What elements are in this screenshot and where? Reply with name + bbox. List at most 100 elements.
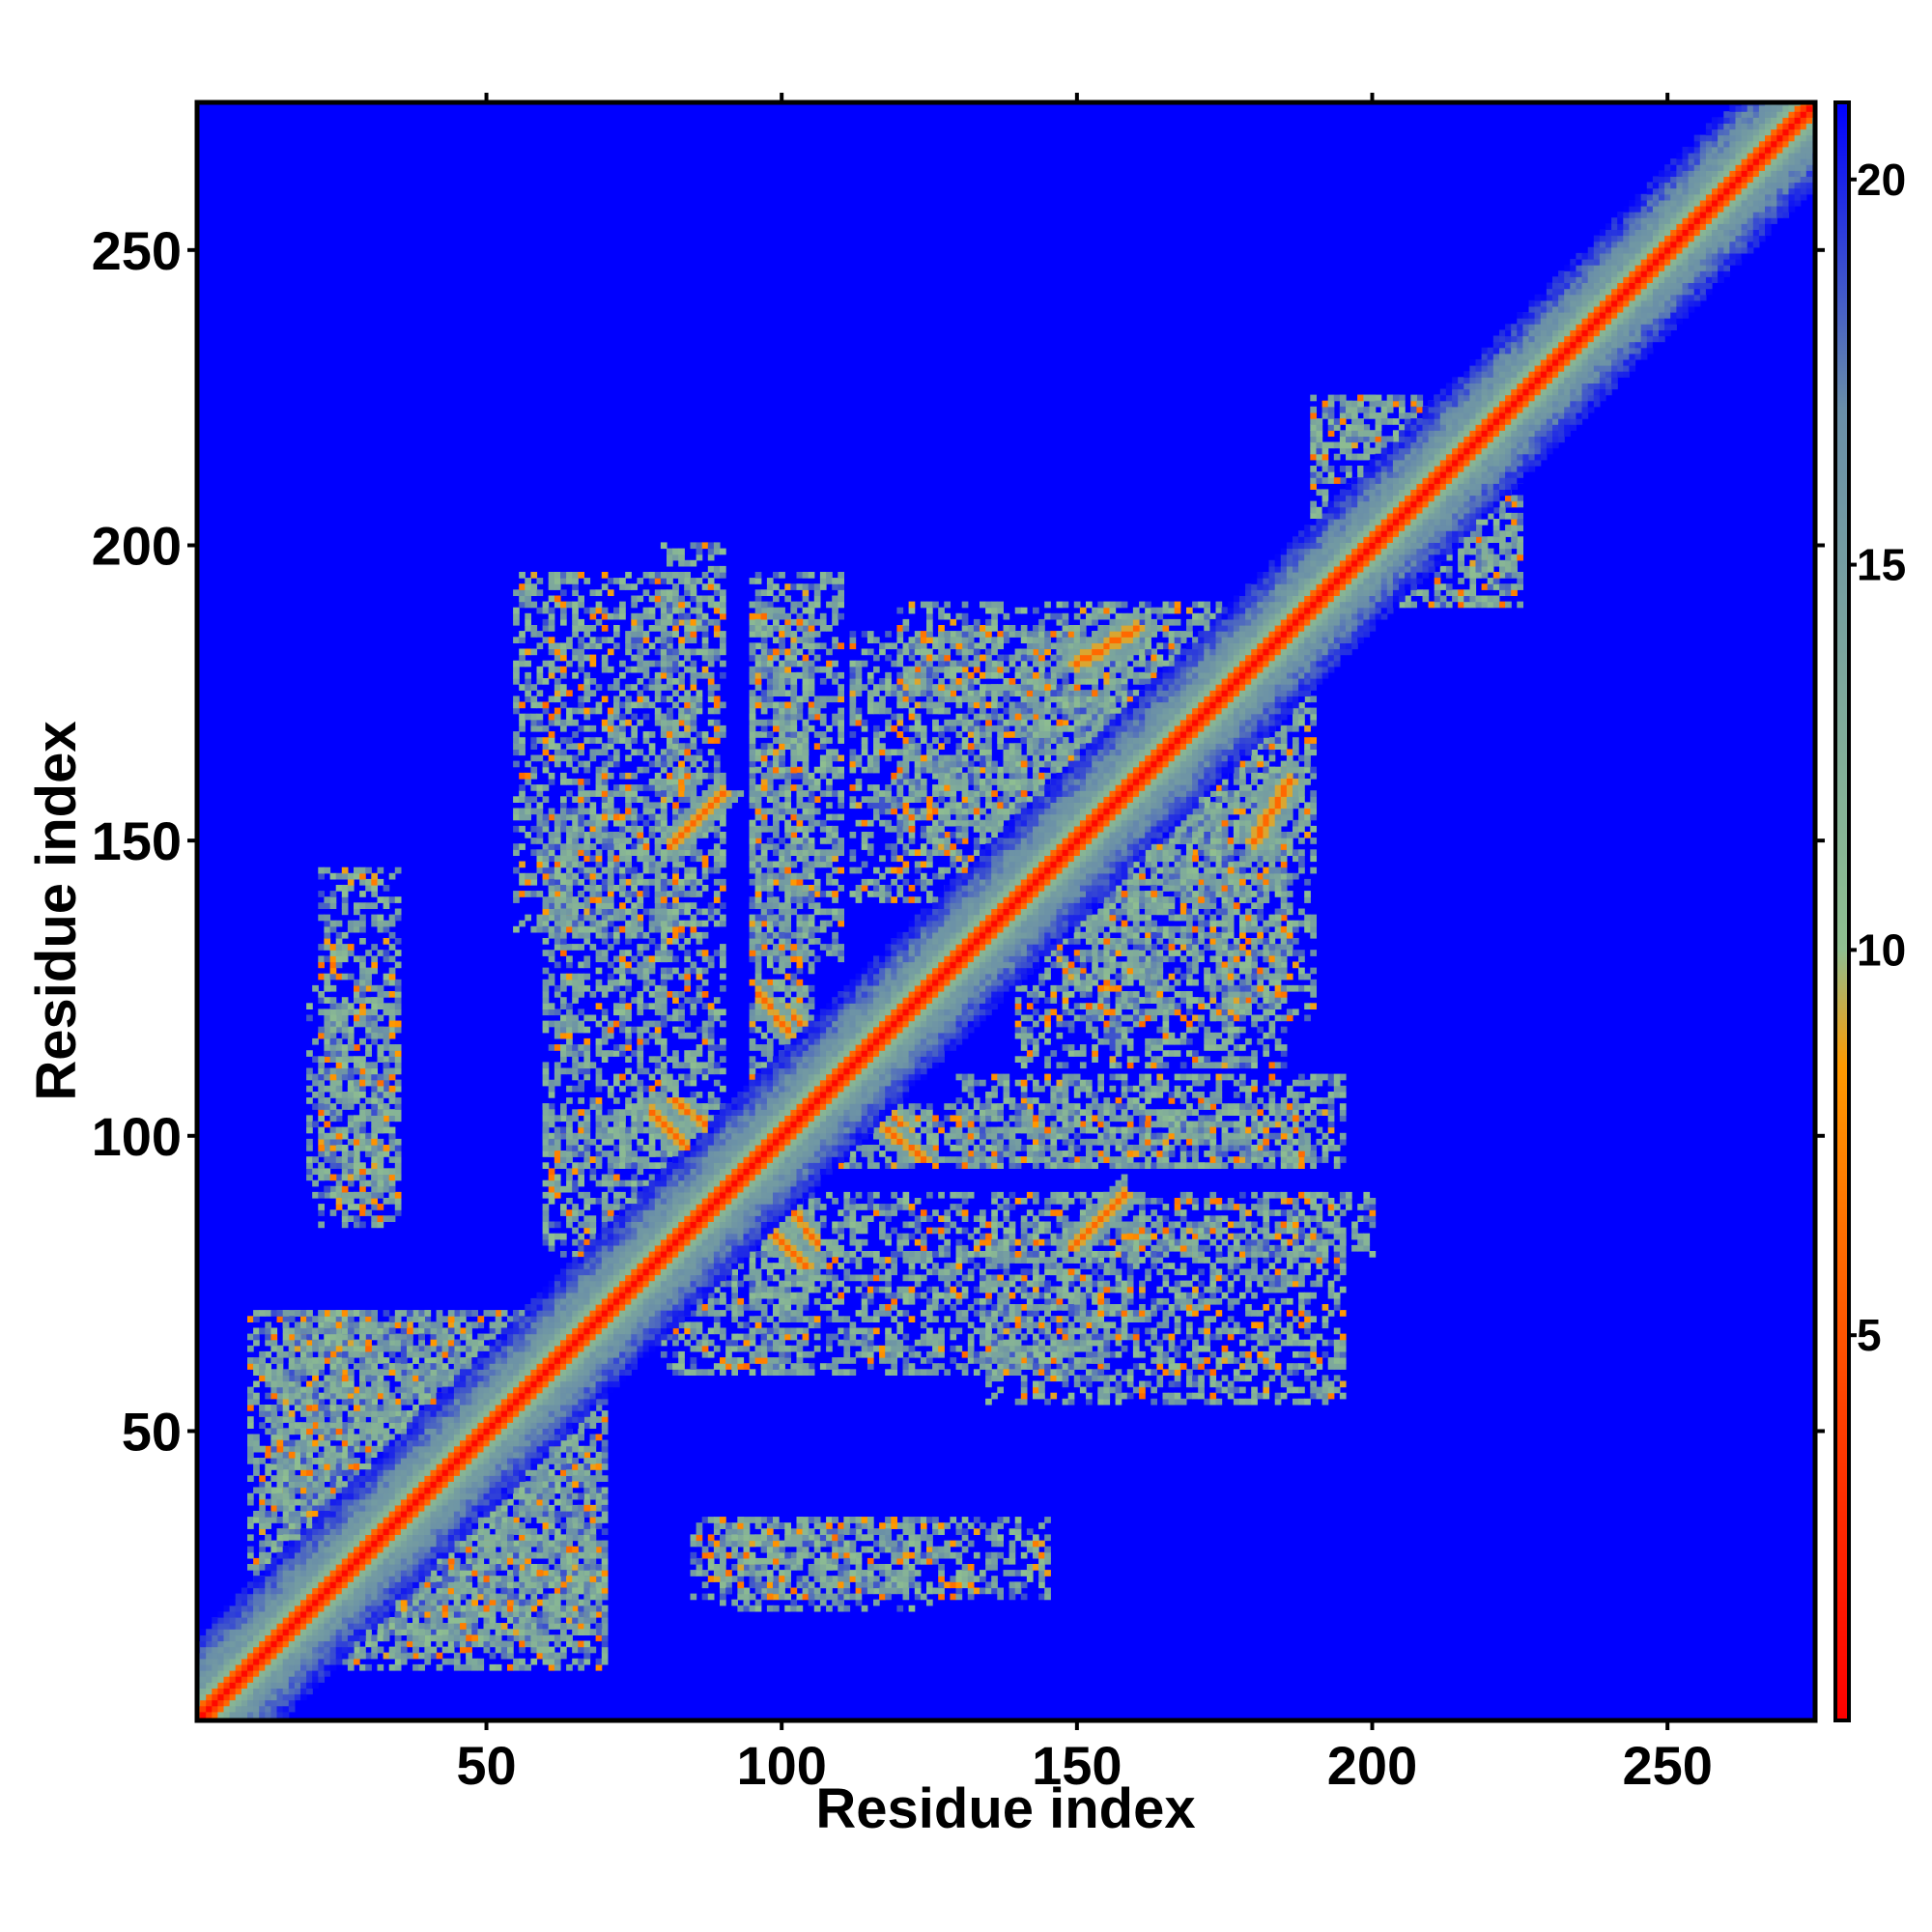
heatmap-cell xyxy=(589,1439,597,1447)
heatmap-cell xyxy=(371,1428,378,1435)
heatmap-cell xyxy=(247,1386,254,1394)
heatmap-cell xyxy=(536,1564,544,1571)
heatmap-cell xyxy=(270,1511,278,1518)
heatmap-cell xyxy=(347,1357,355,1364)
heatmap-cell xyxy=(407,1316,413,1322)
heatmap-cell xyxy=(489,1517,497,1523)
heatmap-cell xyxy=(453,1363,461,1370)
heatmap-cell xyxy=(306,1339,313,1347)
heatmap-cell xyxy=(329,1392,337,1400)
heatmap-cell xyxy=(483,1623,491,1630)
heatmap-cell xyxy=(276,1363,284,1370)
heatmap-cell xyxy=(424,1392,432,1400)
heatmap-cell xyxy=(371,1380,378,1388)
heatmap-cell xyxy=(548,1511,555,1518)
heatmap-cell xyxy=(383,1434,390,1441)
heatmap-cell xyxy=(548,1451,555,1459)
heatmap-cell xyxy=(441,1605,449,1612)
heatmap-cell xyxy=(306,1487,313,1494)
heatmap-cell xyxy=(341,1369,349,1376)
heatmap-cell xyxy=(542,1463,550,1470)
heatmap-cell xyxy=(400,1640,408,1648)
heatmap-cell xyxy=(483,1593,491,1601)
heatmap-cell xyxy=(365,1458,372,1464)
heatmap-cell xyxy=(589,1528,597,1535)
heatmap-cell xyxy=(471,1345,478,1352)
heatmap-cell xyxy=(282,1504,290,1512)
heatmap-cell xyxy=(282,1481,290,1489)
heatmap-cell xyxy=(300,1333,307,1341)
heatmap-cell xyxy=(466,1350,472,1358)
heatmap-cell xyxy=(447,1617,455,1624)
heatmap-cell xyxy=(542,1646,550,1654)
heatmap-cell xyxy=(436,1610,443,1618)
heatmap-cell xyxy=(259,1405,266,1411)
heatmap-cell xyxy=(542,1551,550,1559)
heatmap-cell xyxy=(270,1434,278,1441)
heatmap-cell xyxy=(453,1310,461,1317)
heatmap-cell xyxy=(525,1551,531,1559)
heatmap-cell xyxy=(247,1492,254,1500)
heatmap-cell xyxy=(477,1540,485,1548)
heatmap-cell xyxy=(572,1522,579,1529)
heatmap-cell xyxy=(495,1593,502,1601)
heatmap-cell xyxy=(276,1534,284,1542)
heatmap-cell xyxy=(259,1528,266,1535)
heatmap-cell xyxy=(566,1439,573,1447)
heatmap-cell xyxy=(394,1629,402,1635)
heatmap-cell xyxy=(441,1327,449,1335)
heatmap-cell xyxy=(282,1492,290,1500)
heatmap-cell xyxy=(525,1617,531,1624)
heatmap-cell xyxy=(525,1481,531,1489)
heatmap-cell xyxy=(300,1363,307,1370)
heatmap-cell xyxy=(247,1451,254,1459)
heatmap-cell xyxy=(400,1428,408,1435)
heatmap-cell xyxy=(601,1540,609,1548)
heatmap-cell xyxy=(530,1634,538,1642)
heatmap-cell xyxy=(347,1369,355,1376)
heatmap-cell xyxy=(324,1475,331,1482)
heatmap-cell xyxy=(513,1316,520,1322)
heatmap-cell xyxy=(489,1570,497,1577)
heatmap-cell xyxy=(306,1434,313,1441)
heatmap-cell xyxy=(359,1405,366,1411)
heatmap-cell xyxy=(324,1487,331,1494)
heatmap-cell xyxy=(394,1605,402,1612)
heatmap-cell xyxy=(519,1546,526,1553)
heatmap-cell xyxy=(335,1475,343,1482)
heatmap-cell xyxy=(341,1316,349,1322)
heatmap-cell xyxy=(466,1652,472,1660)
heatmap-cell xyxy=(530,1646,538,1654)
heatmap-cell xyxy=(259,1375,266,1382)
heatmap-cell xyxy=(460,1357,467,1364)
heatmap-cell xyxy=(407,1593,413,1601)
heatmap-cell xyxy=(388,1392,396,1400)
heatmap-cell xyxy=(276,1469,284,1476)
heatmap-cell xyxy=(335,1392,343,1400)
heatmap-cell xyxy=(441,1623,449,1630)
heatmap-cell xyxy=(247,1357,254,1364)
heatmap-cell xyxy=(601,1422,609,1429)
heatmap-cell xyxy=(412,1640,419,1648)
heatmap-cell xyxy=(329,1369,337,1376)
heatmap-cell xyxy=(554,1475,561,1482)
heatmap-cell xyxy=(400,1310,408,1317)
heatmap-cell xyxy=(371,1451,378,1459)
heatmap-cell xyxy=(300,1463,307,1470)
heatmap-cell xyxy=(525,1564,531,1571)
heatmap-cell xyxy=(436,1629,443,1635)
heatmap-cell xyxy=(276,1517,284,1523)
heatmap-cell xyxy=(436,1634,443,1642)
heatmap-cell xyxy=(507,1534,514,1542)
heatmap-cell xyxy=(282,1375,290,1382)
heatmap-cell xyxy=(312,1504,319,1512)
heatmap-cell xyxy=(536,1487,544,1494)
heatmap-cell xyxy=(566,1451,573,1459)
heatmap-cell xyxy=(424,1634,432,1642)
heatmap-cell xyxy=(394,1663,402,1671)
heatmap-cell xyxy=(530,1605,538,1612)
heatmap-cell xyxy=(471,1634,478,1642)
heatmap-cell xyxy=(554,1546,561,1553)
heatmap-cell xyxy=(601,1445,609,1453)
heatmap-cell xyxy=(365,1663,372,1671)
